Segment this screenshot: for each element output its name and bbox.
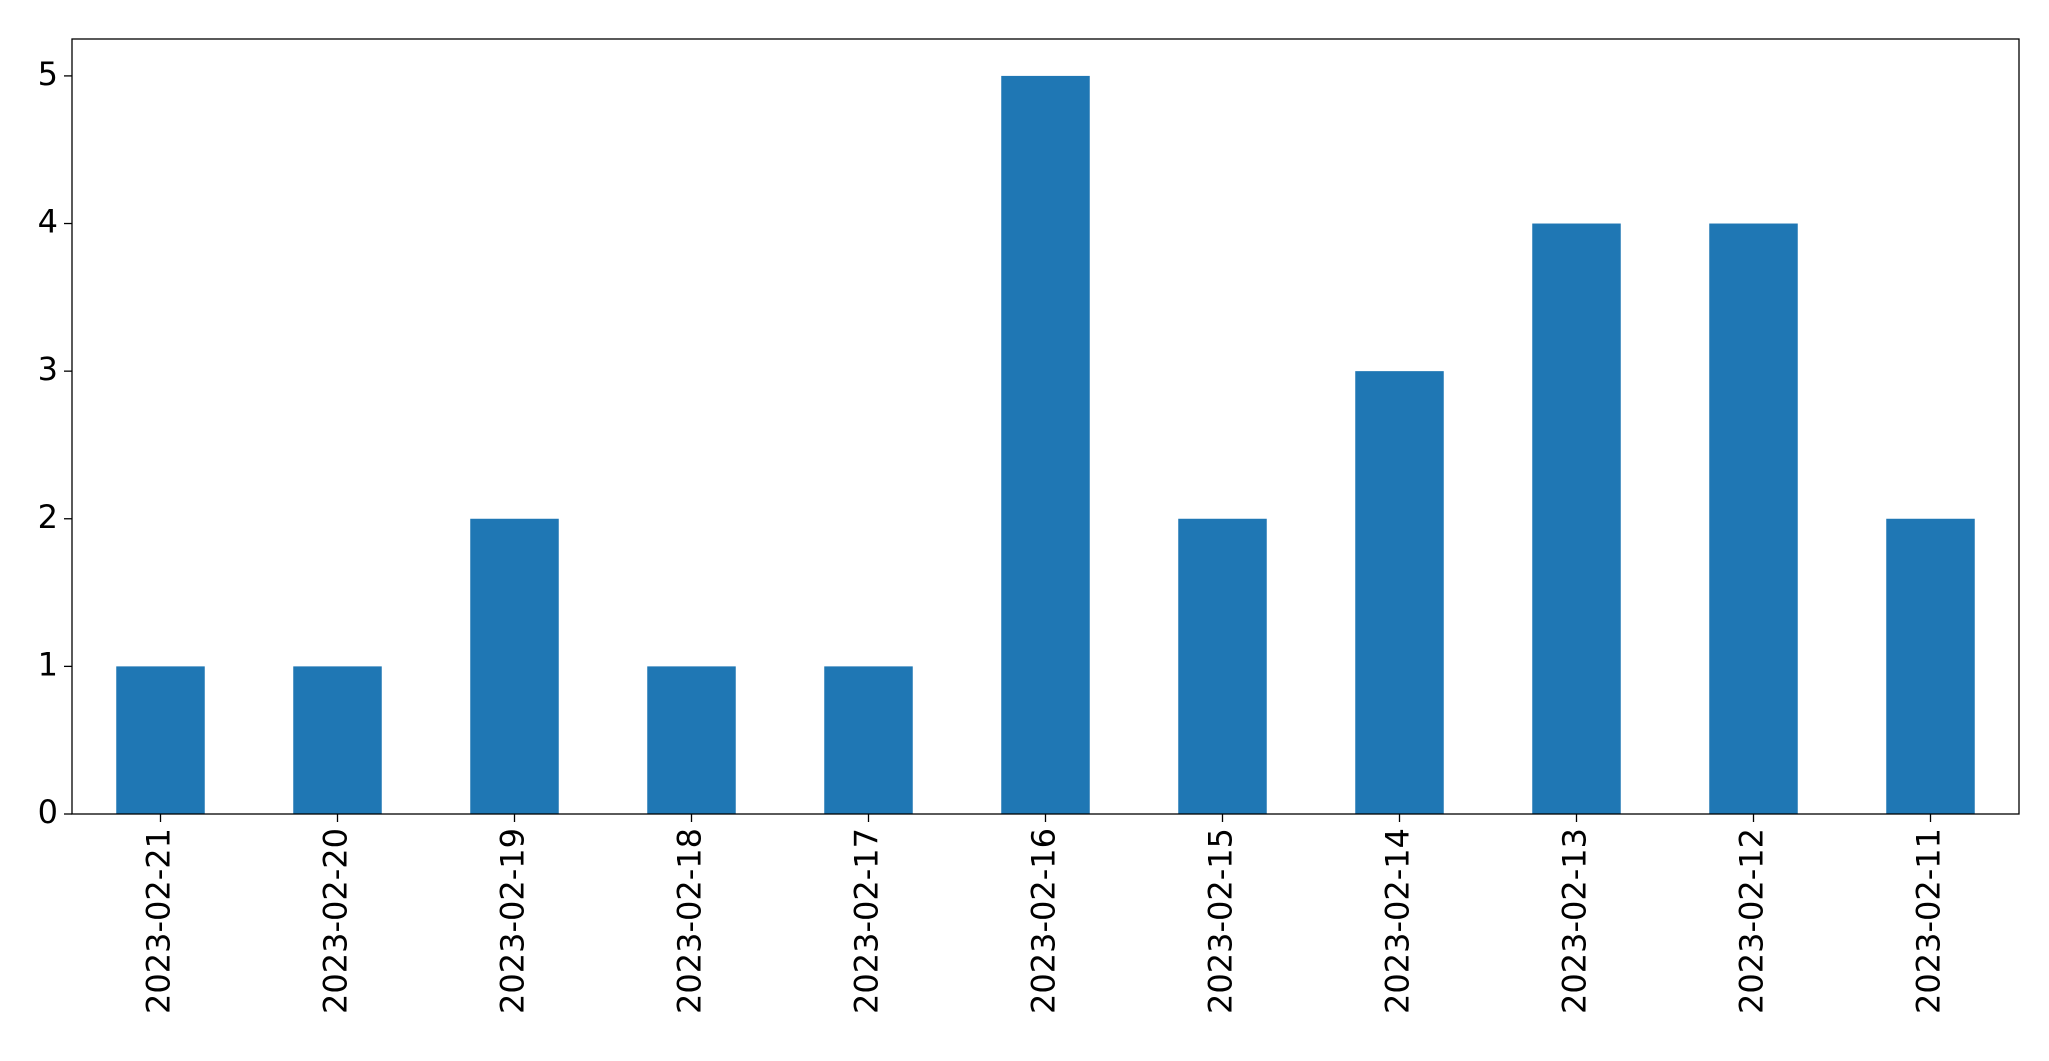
bar <box>1178 518 1267 814</box>
bar <box>647 666 736 814</box>
bar <box>470 518 559 814</box>
bar <box>1709 223 1798 814</box>
x-tick-label: 2023-02-15 <box>1202 828 1240 1014</box>
x-tick-label: 2023-02-16 <box>1025 828 1063 1014</box>
plot-frame <box>71 38 2020 815</box>
x-tick-label: 2023-02-17 <box>848 828 886 1014</box>
bar <box>293 666 382 814</box>
y-tick-label: 1 <box>38 645 58 683</box>
y-tick-label: 0 <box>38 793 58 831</box>
bar <box>1532 223 1621 814</box>
bar <box>1886 518 1975 814</box>
x-tick-label: 2023-02-19 <box>494 828 532 1014</box>
y-tick-label: 3 <box>38 350 58 388</box>
x-tick-label: 2023-02-21 <box>140 828 178 1014</box>
bar <box>116 666 205 814</box>
y-tick-label: 2 <box>38 498 58 536</box>
x-tick-label: 2023-02-14 <box>1379 828 1417 1014</box>
x-tick-label: 2023-02-11 <box>1910 828 1948 1014</box>
bar <box>1355 371 1444 814</box>
y-tick-label: 5 <box>38 55 58 93</box>
x-tick-label: 2023-02-18 <box>671 828 709 1014</box>
x-tick-label: 2023-02-12 <box>1733 828 1771 1014</box>
bar <box>1001 75 1090 814</box>
bar <box>824 666 913 814</box>
x-tick-label: 2023-02-20 <box>317 828 355 1014</box>
y-tick-label: 4 <box>38 203 58 241</box>
x-tick-label: 2023-02-13 <box>1556 828 1594 1014</box>
